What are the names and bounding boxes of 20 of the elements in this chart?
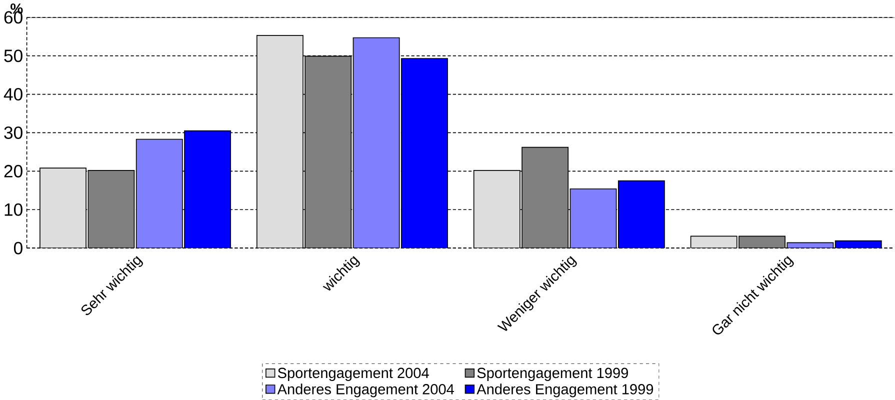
bar [40, 168, 86, 248]
bar [136, 138, 183, 248]
bar [352, 37, 400, 248]
bar [690, 236, 738, 248]
bar [256, 34, 304, 248]
y-tick-label: 0 [14, 242, 22, 254]
y-tick-label: 30 [4, 126, 22, 139]
legend-label: Anderes Engagement 1999 [476, 384, 654, 398]
y-tick-label: 50 [4, 50, 22, 62]
legend-label: Anderes Engagement 2004 [277, 384, 454, 398]
bar [401, 58, 448, 248]
y-tick-label: 10 [4, 203, 22, 216]
legend-label: Sportengagement 1999 [477, 368, 628, 381]
legend-label: Sportengagement 2004 [278, 368, 429, 381]
bar [618, 180, 665, 248]
y-tick-label: 20 [4, 164, 22, 178]
bar [570, 188, 617, 248]
y-tick-label: 40 [4, 88, 22, 100]
bar [473, 170, 520, 248]
bar [184, 130, 232, 248]
